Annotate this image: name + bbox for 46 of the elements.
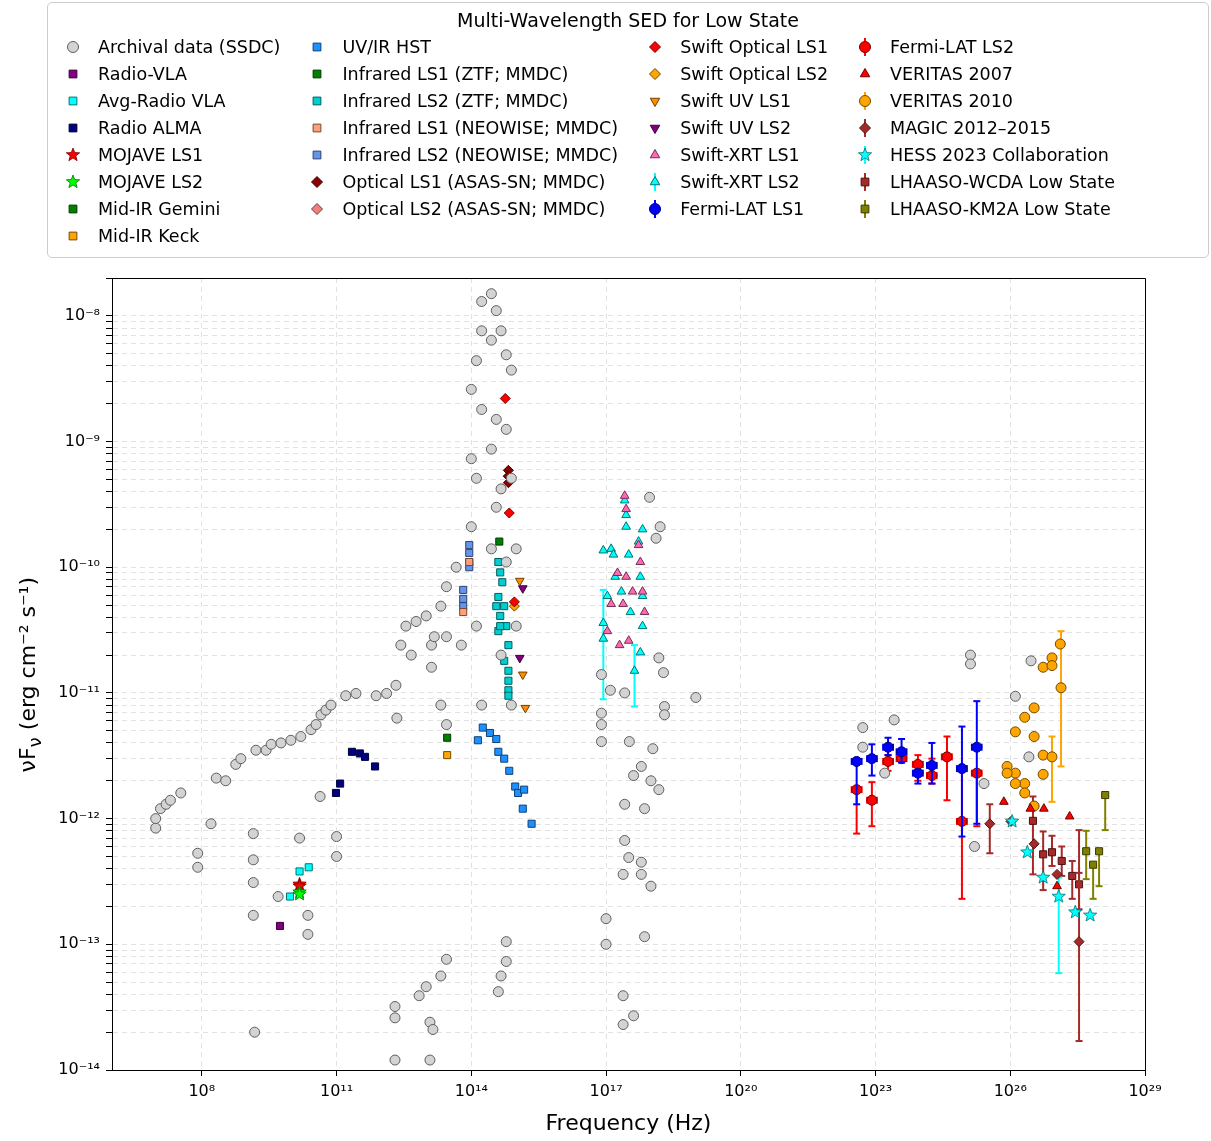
legend-title: Multi-Wavelength SED for Low State (456, 9, 800, 31)
y-tick-label: 10⁻¹¹ (58, 682, 100, 702)
legend-label: MOJAVE LS1 (98, 144, 204, 165)
x-tick-label: 10²³ (858, 1080, 893, 1100)
legend-label: Infrared LS2 (ZTF; MMDC) (342, 90, 569, 111)
legend-label: MOJAVE LS2 (98, 171, 204, 192)
legend-label: Infrared LS2 (NEOWISE; MMDC) (342, 144, 619, 165)
x-tick-label: 10²⁶ (993, 1080, 1027, 1100)
y-tick-label: 10⁻⁹ (64, 430, 100, 450)
legend-label: Avg-Radio VLA (98, 90, 226, 111)
legend-label: Fermi-LAT LS1 (680, 198, 805, 219)
legend-label: Mid-IR Gemini (98, 198, 221, 219)
legend-label: Swift UV LS1 (680, 90, 792, 111)
legend-label: Optical LS1 (ASAS-SN; MMDC) (342, 171, 606, 192)
x-axis-title: Frequency (Hz) (545, 1109, 712, 1135)
legend-label: Infrared LS1 (NEOWISE; MMDC) (342, 117, 619, 138)
legend-label: Swift UV LS2 (680, 117, 792, 138)
y-tick-label: 10⁻¹⁴ (58, 1059, 100, 1079)
legend-label: Archival data (SSDC) (98, 36, 281, 57)
legend-label: Infrared LS1 (ZTF; MMDC) (342, 63, 569, 84)
y-tick-label: 10⁻¹² (58, 807, 100, 827)
x-tick-label: 10¹¹ (319, 1080, 354, 1100)
y-tick-label: 10⁻¹³ (58, 933, 100, 953)
x-tick-label: 10¹⁴ (454, 1080, 488, 1100)
legend-label: Swift Optical LS2 (680, 63, 829, 84)
legend-label: VERITAS 2010 (890, 90, 1013, 111)
legend-label: Swift-XRT LS2 (680, 171, 800, 192)
legend-label: Fermi-LAT LS2 (890, 36, 1015, 57)
legend-label: Swift Optical LS1 (680, 36, 829, 57)
y-tick-label: 10⁻⁸ (64, 304, 100, 324)
legend-label: HESS 2023 Collaboration (890, 144, 1109, 165)
legend-label: LHAASO-KM2A Low State (890, 198, 1111, 219)
legend-label: UV/IR HST (342, 36, 431, 57)
legend-label: Mid-IR Keck (98, 225, 200, 246)
x-tick-label: 10²⁰ (724, 1080, 758, 1100)
x-tick-label: 10²⁹ (1128, 1080, 1162, 1100)
x-tick-label: 10⁸ (188, 1080, 216, 1100)
legend-label: Swift-XRT LS1 (680, 144, 800, 165)
y-tick-label: 10⁻¹⁰ (58, 556, 100, 576)
legend-label: LHAASO-WCDA Low State (890, 171, 1115, 192)
x-tick-label: 10¹⁷ (589, 1080, 623, 1100)
legend-label: Radio ALMA (98, 117, 202, 138)
legend-label: Radio-VLA (98, 63, 187, 84)
legend-label: VERITAS 2007 (890, 63, 1013, 84)
legend-label: MAGIC 2012–2015 (890, 117, 1052, 138)
legend-label: Optical LS2 (ASAS-SN; MMDC) (342, 198, 606, 219)
